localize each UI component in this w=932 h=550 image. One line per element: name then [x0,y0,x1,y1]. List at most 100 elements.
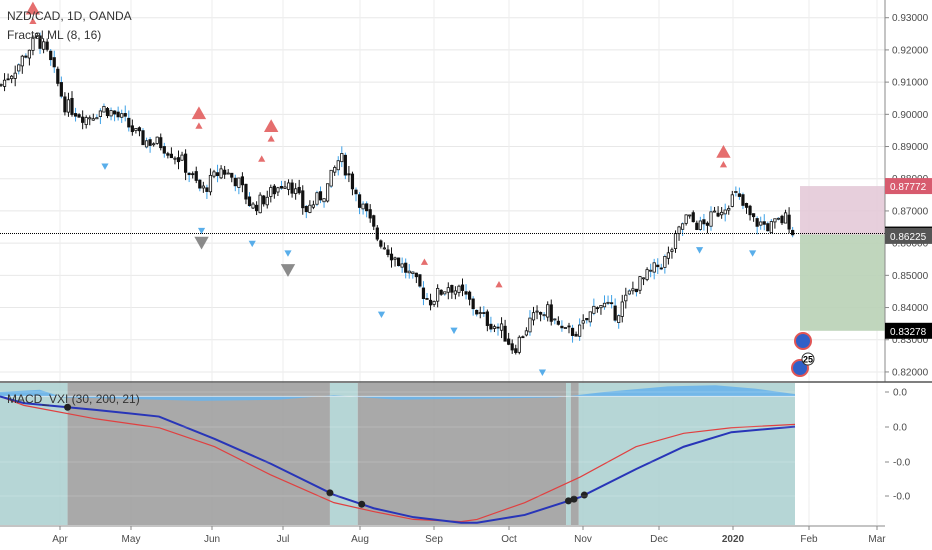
candle-body [6,78,10,81]
candle-body [31,36,35,51]
candle-body [283,186,287,189]
price-tick-label: 0.82000 [892,367,929,378]
candle-body [105,108,110,117]
time-tick-label: Sep [425,534,443,545]
candle-body [144,140,149,148]
candle-body [389,253,394,261]
trade-box[interactable] [800,186,885,331]
candle-body [212,171,216,177]
candle-body [610,302,614,305]
candle-body [475,309,479,315]
fractal-down-small-marker [749,250,757,257]
macd-shade-region [357,383,567,525]
candle-body [418,274,422,287]
candle-body [340,153,344,163]
macd-legend[interactable]: MACD_VXI (30, 200, 21) [7,392,140,406]
macd-tick-label: 0.0 [893,423,907,434]
candle-body [776,217,781,220]
time-tick-label: Dec [650,534,668,545]
indicator-legend[interactable]: Fractal ML (8, 16) [7,28,101,42]
candle-body [244,183,248,200]
fractal-up-small-marker [258,155,266,162]
candle-body [631,288,635,292]
candle-body [59,82,63,97]
candle-body [141,130,145,146]
candle-body [137,127,142,132]
candle-body [457,285,461,293]
candle-body [102,105,106,113]
candle-body [308,204,312,213]
fractal-up-large-marker [263,119,279,133]
candle-body [180,154,184,161]
time-tick-label: Apr [52,534,68,545]
candle-body [215,172,220,177]
candle-body [581,320,585,324]
candle-body [116,111,120,118]
candle-body [258,194,262,214]
target-zone[interactable] [800,186,885,235]
candle-body [556,320,560,325]
candle-body [63,96,67,113]
candle-body [318,191,323,201]
candle-body [396,257,401,267]
fractal-up-small-marker [195,122,203,129]
price-tick-label: 0.93000 [892,13,929,24]
candle-body [755,218,759,227]
macd-main-line [0,395,796,524]
price-badge-bg [885,322,932,339]
candle-body [13,72,17,79]
candle-body [24,55,28,58]
price-tick-label: 0.83000 [892,335,929,346]
candle-body [265,196,269,206]
candle-body [404,262,408,273]
candle-body [528,317,532,333]
candle-body [446,287,450,293]
candle-body [20,55,24,67]
time-tick-label: Jul [277,534,290,545]
fractal-up-small-marker [267,135,275,142]
candle-body [517,336,521,353]
candle-body [325,183,330,202]
macd-cross-marker [580,491,588,499]
candle-body [563,327,568,329]
macd-cross-marker [358,500,366,508]
candle-body [652,262,656,273]
candle-body [695,222,699,230]
candle-body [439,289,443,295]
candle-body [588,311,592,323]
candle-body [496,326,500,329]
macd-cross-marker [564,497,572,505]
trade-marker-icon[interactable] [794,332,812,350]
price-badge-label: 0.86225 [890,232,927,243]
symbol-legend[interactable]: NZD/CAD, 1D, OANDA [7,9,132,23]
price-badge-bg [885,227,932,244]
price-badge-bg [885,178,932,195]
macd-histogram [0,385,795,401]
trade-markers[interactable]: 25 [791,332,815,377]
candle-body [70,97,74,115]
candle-body [294,188,298,194]
candle-body [645,269,649,280]
candle-body [45,41,49,50]
macd-shade-region [67,383,330,525]
candle-body [670,249,674,252]
stop-zone[interactable] [800,234,885,331]
fractal-up-large-marker [716,144,731,158]
macd-shade-region [570,383,579,525]
candle-body [38,35,42,49]
candle-body [659,267,663,270]
candle-body [425,298,429,300]
candle-body [436,288,440,302]
candle-body [56,68,60,84]
candle-body [791,229,795,236]
candle-body [42,41,46,50]
candle-body [428,299,433,306]
candle-body [599,305,603,309]
candle-body [549,304,553,322]
candle-body [737,193,742,197]
candle-body [311,204,316,208]
candle-body [656,264,660,268]
time-tick-label: Aug [351,534,369,545]
candle-body [478,312,482,314]
